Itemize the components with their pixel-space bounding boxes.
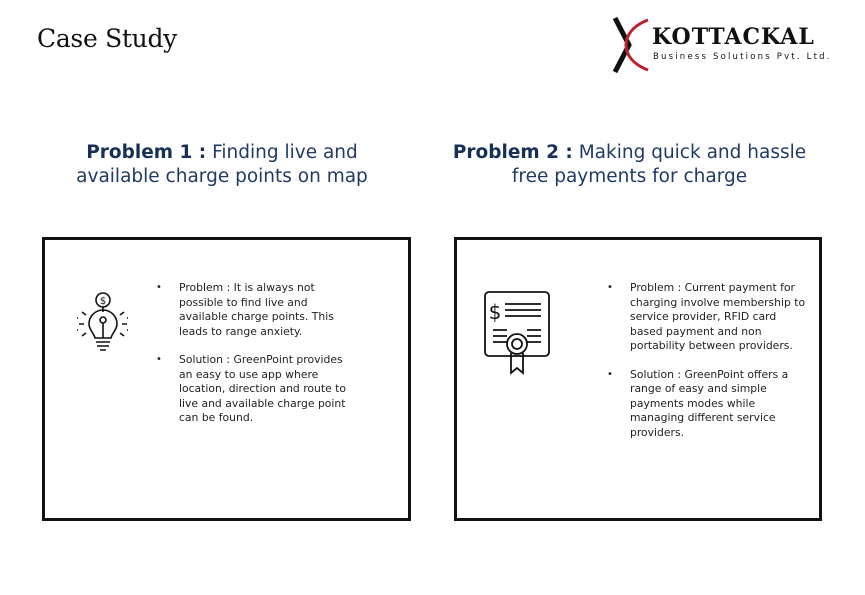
company-logo: KOTTACKAL Business Solutions Pvt. Ltd. bbox=[612, 16, 844, 74]
logo-subtitle: Business Solutions Pvt. Ltd. bbox=[653, 52, 832, 62]
page-title: Case Study bbox=[37, 24, 178, 53]
svg-text:$: $ bbox=[489, 300, 502, 324]
problem-1-label: Problem 1 : bbox=[86, 142, 207, 163]
problem-2-card: $ Problem : Current payment for charging… bbox=[454, 237, 822, 521]
problem-2-bullets: Problem : Current payment for charging i… bbox=[607, 281, 807, 454]
lightbulb-dollar-icon: $ bbox=[77, 292, 129, 351]
problem-1-bullets: Problem : It is always not possible to f… bbox=[156, 281, 346, 440]
svg-text:$: $ bbox=[100, 296, 106, 307]
problem-1-title: Finding live and available charge points… bbox=[76, 142, 368, 187]
list-item: Solution : GreenPoint provides an easy t… bbox=[156, 353, 346, 426]
problem-1-heading: Problem 1 : Finding live and available c… bbox=[42, 141, 402, 189]
problem-2-heading: Problem 2 : Making quick and hassle free… bbox=[452, 141, 807, 189]
logo-mark-icon bbox=[612, 16, 649, 74]
problem-1-card: $ Problem : It is always not possible to… bbox=[42, 237, 411, 521]
problem-2-label: Problem 2 : bbox=[452, 142, 573, 163]
problem-2-title: Making quick and hassle free payments fo… bbox=[511, 142, 807, 187]
list-item: Solution : GreenPoint offers a range of … bbox=[607, 368, 807, 441]
logo-name: KOTTACKAL bbox=[652, 24, 815, 50]
list-item: Problem : Current payment for charging i… bbox=[607, 281, 807, 354]
list-item: Problem : It is always not possible to f… bbox=[156, 281, 346, 339]
certificate-dollar-icon: $ bbox=[484, 291, 550, 375]
